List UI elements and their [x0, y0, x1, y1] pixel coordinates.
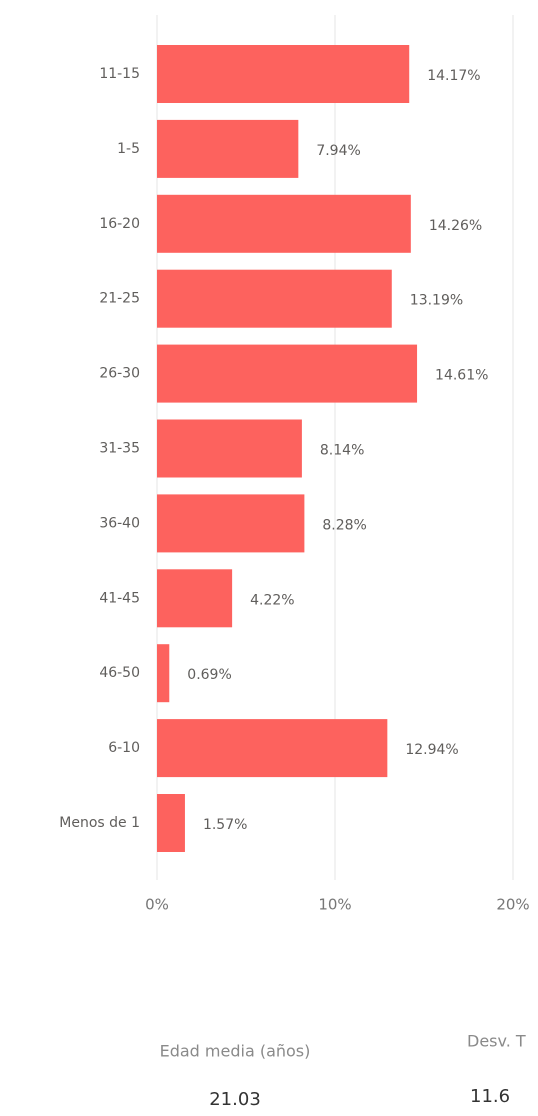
x-tick-label: 20% [496, 896, 529, 914]
data-label: 8.14% [320, 443, 364, 459]
bar [157, 419, 302, 478]
data-label: 14.17% [427, 68, 480, 84]
bar [157, 719, 388, 778]
y-tick-label: 6-10 [108, 740, 140, 756]
y-tick-label: 21-25 [99, 291, 140, 307]
y-tick-label: 16-20 [99, 216, 140, 232]
data-label: 14.26% [429, 218, 482, 234]
bar [157, 344, 418, 403]
data-label: 7.94% [316, 143, 360, 159]
x-tick-label: 10% [318, 896, 351, 914]
bar [157, 269, 392, 328]
y-tick-label: 1-5 [117, 141, 140, 157]
bar [157, 194, 411, 253]
bar [157, 644, 170, 703]
bar [157, 119, 299, 178]
x-tick-label: 0% [145, 896, 169, 914]
data-label: 0.69% [187, 667, 231, 683]
card-value: 21.03 [209, 1089, 261, 1110]
y-tick-label: 46-50 [99, 665, 140, 681]
bar [157, 45, 410, 103]
card-label: Desv. T [467, 1032, 526, 1051]
bar [157, 569, 233, 628]
y-tick-label: Menos de 1 [59, 815, 140, 831]
data-label: 1.57% [203, 817, 247, 833]
data-label: 4.22% [250, 592, 294, 608]
data-label: 14.61% [435, 368, 488, 384]
data-label: 8.28% [322, 517, 366, 533]
y-tick-label: 11-15 [99, 66, 140, 82]
y-tick-label: 26-30 [99, 366, 140, 382]
bar [157, 494, 305, 553]
bar [157, 794, 185, 852]
data-label: 13.19% [410, 293, 463, 309]
y-tick-label: 31-35 [99, 441, 140, 457]
card-label: Edad media (años) [160, 1042, 311, 1061]
card-value: 11.6 [470, 1086, 510, 1107]
y-tick-label: 41-45 [99, 590, 140, 606]
data-label: 12.94% [405, 742, 458, 758]
y-tick-label: 36-40 [99, 515, 140, 531]
